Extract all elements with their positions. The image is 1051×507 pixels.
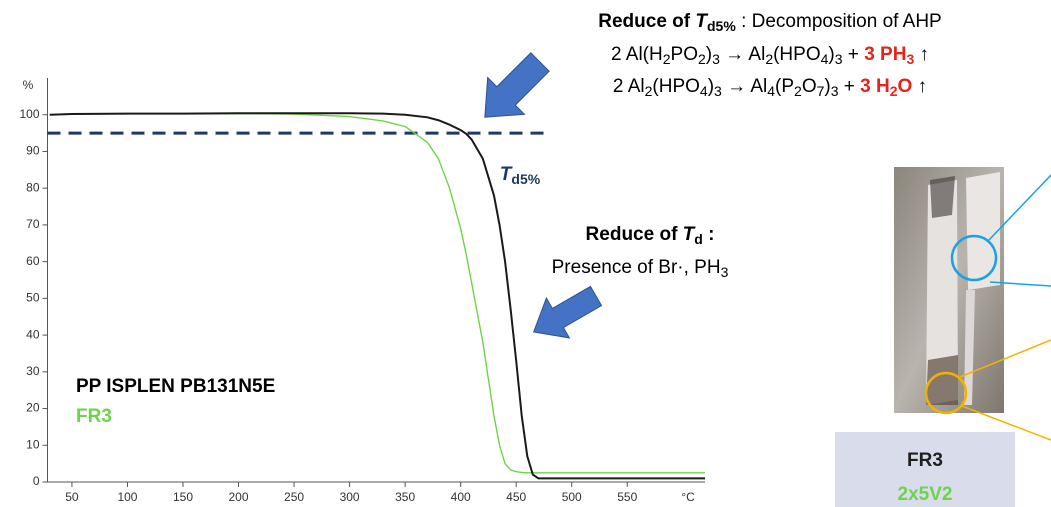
annotation-part: → Al [722, 76, 767, 97]
annotation: 2 Al2(HPO4)3 → Al4(P2O7)3 + 3 H2O ↑ [613, 76, 927, 99]
page: {"chart_data": { "type": "line", "y_unit… [0, 0, 1051, 507]
chart: 0 10 20 30 40 50 60 70 80 90 100 50 100 150 200 250 300 3… [0, 0, 1051, 507]
annotation: Td5% [500, 164, 541, 187]
y-tick-label: 30 [26, 364, 40, 378]
annotation-part: 2 Al(H [611, 44, 663, 65]
legend-label: FR3 [76, 406, 112, 427]
annotation-part: 2 [765, 51, 773, 67]
y-tick-label: 50 [26, 291, 40, 305]
y-unit: % [23, 78, 34, 92]
annotation-part: O [802, 76, 817, 97]
annotation-part: ↑ [914, 44, 929, 65]
annotation-part: : [703, 224, 715, 245]
x-tick-label: 150 [173, 490, 193, 504]
x-tick-label: 100 [117, 490, 137, 504]
annotation-part: ↑ [912, 76, 927, 97]
annotation-part: 7 [817, 83, 825, 99]
annotation-part: 2 [645, 83, 653, 99]
annotation-part: 2 [890, 83, 898, 99]
annotation-part: : Decomposition of AHP [736, 11, 942, 32]
y-tick-label: 70 [26, 217, 40, 231]
annotation-part: 4 [767, 83, 775, 99]
annotation-part: 3 PH [864, 44, 906, 65]
plot-area: 0 10 20 30 40 50 60 70 80 90 100 50 100 150 200 250 300 3… [19, 78, 705, 504]
x-tick-label: 550 [617, 490, 637, 504]
annotation-part: 2 [794, 83, 802, 99]
annotation-part: Reduce of [586, 224, 683, 245]
arrow [466, 44, 558, 136]
y-tick-label: 40 [26, 327, 40, 341]
series-line [50, 113, 705, 478]
x-tick-label: 500 [562, 490, 582, 504]
y-tick-label: 90 [26, 144, 40, 158]
annotation-part: → Al [720, 44, 765, 65]
y-tick-label: 100 [19, 107, 39, 121]
x-tick-label: 200 [229, 490, 249, 504]
annotation-part: 4 [821, 51, 829, 67]
annotation-part: O [898, 76, 913, 97]
x-tick-label: 250 [284, 490, 304, 504]
x-tick-label: 450 [506, 490, 526, 504]
annotation-part: + [843, 44, 865, 65]
annotation-part: 3 [714, 83, 722, 99]
annotation-part: Reduce of [598, 11, 695, 32]
annotation-part: 3 [721, 264, 729, 280]
annotation-part: (HPO [773, 44, 821, 65]
annotation-part: 3 [712, 51, 720, 67]
y-tick-label: 10 [26, 437, 40, 451]
annotation-part: + [839, 76, 861, 97]
x-tick-label: 300 [340, 490, 360, 504]
annotation-part: d5% [511, 171, 540, 187]
annotation-part: d5% [707, 18, 736, 34]
legend-label: PP ISPLEN PB131N5E [76, 376, 275, 397]
annotation: Presence of Br·, PH3 [552, 257, 729, 280]
annotation-part: 3 H [860, 76, 890, 97]
x-tick-label: 350 [395, 490, 415, 504]
sample-subtitle: 2x5V2 [898, 484, 953, 505]
annotation-part: 2 [663, 51, 671, 67]
series-line [50, 114, 705, 473]
y-tick-label: 60 [26, 254, 40, 268]
annotation-part: 2 [698, 51, 706, 67]
annotation: Reduce of Td5% : Decomposition of AHP [598, 11, 941, 34]
y-tick-label: 20 [26, 401, 40, 415]
x-tick-label: 400 [451, 490, 471, 504]
annotation-part: Presence of Br·, PH [552, 257, 721, 278]
sample-title: FR3 [907, 450, 943, 471]
sample-photo [894, 167, 1051, 440]
annotation-part: d [694, 231, 703, 247]
annotation-part: 2 Al [613, 76, 645, 97]
annotation-part: (P [775, 76, 794, 97]
x-unit: °C [681, 490, 695, 504]
y-tick-label: 0 [33, 474, 40, 488]
annotation-part: 3 [906, 51, 914, 67]
annotation-part: 3 [831, 83, 839, 99]
x-tick-label: 50 [65, 490, 79, 504]
y-tick-label: 80 [26, 180, 40, 194]
annotation-part: (HPO [652, 76, 700, 97]
annotation: Reduce of Td : [586, 224, 715, 247]
annotation-part: 4 [700, 83, 708, 99]
arrow [522, 276, 607, 352]
annotation: 2 Al(H2PO2)3 → Al2(HPO4)3 + 3 PH3 ↑ [611, 44, 929, 67]
annotation-part: 3 [835, 51, 843, 67]
annotation-part: PO [671, 44, 698, 65]
